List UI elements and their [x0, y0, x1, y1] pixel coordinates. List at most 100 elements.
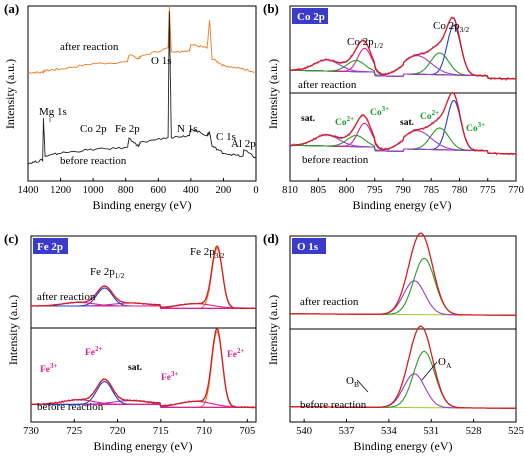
- panel-b-envelope-row-0: [290, 16, 516, 80]
- panel-c-x-ticks: 730 725 720 715 710 705: [23, 419, 255, 437]
- panel-d-tick-label: 531: [423, 426, 439, 437]
- panel-d-title: O 1s: [297, 241, 319, 253]
- panel-a-n1s-label: N 1s: [177, 123, 197, 135]
- panel-c-peak-label-2p32: Fe 2p3/2: [190, 246, 225, 260]
- panel-c-sat-label: sat.: [128, 363, 142, 373]
- panel-d-oa-label-main: O: [438, 356, 446, 368]
- panel-b-tick-label: 800: [339, 185, 355, 196]
- panel-d-label: (d): [263, 231, 279, 246]
- panel-b-peak-label-2p32-main: Co 2p: [433, 20, 460, 32]
- panel-b-envelope-row-1: [290, 91, 516, 155]
- panel-a-c1s-label: C 1s: [216, 131, 236, 143]
- panel-b-tick-label: 810: [282, 185, 298, 196]
- panel-b-sat-label-2: sat.: [400, 118, 414, 128]
- panel-d-ob-label-sub: B: [354, 380, 359, 389]
- panel-c-peak-label-2p12-sub: 1/2: [115, 271, 125, 280]
- panel-d-title-box: [292, 238, 326, 254]
- panel-c-curves: [30, 245, 257, 410]
- panel-a-after-label: after reaction: [60, 41, 119, 53]
- panel-c-peak-label-2p12-main: Fe 2p: [90, 266, 115, 278]
- panel-a-tick-label: 1200: [50, 185, 71, 196]
- panel-a-tick-label: 800: [118, 185, 134, 196]
- panel-b-co2-label-2-main: Co: [420, 112, 432, 122]
- panel-c-fe3-label-1: Fe3+: [40, 362, 58, 375]
- panel-d: (d) O 1s 540 537 534 531 528 525 Binding ener…: [263, 231, 524, 453]
- panel-b-co3-label-1-sup: 3+: [382, 105, 390, 113]
- panel-d-tick-label: 525: [508, 426, 524, 437]
- panel-d-tick-label: 537: [339, 426, 355, 437]
- panel-c-tick-label: 705: [239, 426, 255, 437]
- panel-b-x-axis-label: Binding energy (eV): [352, 198, 451, 212]
- panel-a-tick-label: 1400: [18, 185, 39, 196]
- panel-a-x-axis-label: Binding energy (eV): [92, 198, 191, 212]
- panel-c-fe2-label-2-sup: 2+: [237, 347, 245, 355]
- panel-b-co2-label-1-main: Co: [335, 118, 347, 128]
- panel-a-curves: [27, 5, 257, 165]
- panel-b-co3-label-2: Co3+: [466, 121, 485, 134]
- panel-d-envelope-row-1: [290, 325, 517, 409]
- panel-c-frame: [30, 235, 257, 423]
- panel-c-fe3-label-1-sup: 3+: [50, 362, 58, 370]
- panel-b-co3-label-1-main: Co: [370, 108, 382, 118]
- panel-c-fe2-label-1-sup: 2+: [95, 345, 103, 353]
- panel-c-peak-label-2p12: Fe 2p1/2: [90, 266, 125, 280]
- panel-c-tick-label: 730: [23, 426, 39, 437]
- panel-d-tick-label: 540: [296, 426, 312, 437]
- panel-b-after-label: after reaction: [298, 79, 357, 91]
- panel-b-label: (b): [263, 1, 279, 16]
- panel-b-peak-label-2p32-sub: 3/2: [460, 25, 470, 34]
- panel-b-peak-label-2p12: Co 2p1/2: [347, 36, 383, 50]
- panel-c-fe3-label-2-sup: 3+: [171, 370, 179, 378]
- panel-a-before-label: before reaction: [60, 155, 127, 167]
- panel-b-title: Co 2p: [297, 11, 325, 23]
- panel-a-tick-label: 1000: [83, 185, 104, 196]
- panel-b-y-axis-label: Intensity (a.u.): [266, 59, 280, 129]
- panel-c-fe2-label-2: Fe2+: [227, 347, 245, 360]
- panel-a-tick-label: 600: [150, 185, 166, 196]
- panel-c: (c) Fe 2p 730 725 720 715 710 705 Binding ene…: [4, 231, 257, 453]
- panel-a-mg1s-label: Mg 1s: [39, 106, 67, 118]
- panel-d-oa-label: OA: [438, 356, 452, 370]
- panel-a-al2p-label: Al 2p: [231, 138, 256, 150]
- panel-b-peak-label-2p12-main: Co 2p: [347, 36, 374, 48]
- panel-a-co2p-label: Co 2p: [80, 123, 107, 135]
- panel-c-envelope-row-0: [31, 245, 256, 310]
- panel-b-co2-label-2: Co2+: [420, 109, 439, 122]
- panel-a-o1s-label: O 1s: [151, 55, 171, 67]
- panel-b-before-label: before reaction: [302, 154, 369, 166]
- panel-a-y-axis-label: Intensity (a.u.): [3, 59, 17, 129]
- panel-a-tick-label: 400: [183, 185, 199, 196]
- panel-b: (b) Co 2p 810 805 800 795 790 785 780 775 770 Bi…: [263, 1, 524, 212]
- panel-b-curves: [289, 16, 517, 157]
- panel-c-envelope-row-1: [30, 327, 256, 409]
- panel-c-peak-label-2p32-main: Fe 2p: [190, 246, 215, 258]
- panel-c-y-axis-label: Intensity (a.u.): [6, 295, 20, 365]
- panel-d-y-axis-label: Intensity (a.u.): [266, 295, 280, 365]
- panel-b-tick-label: 770: [508, 185, 524, 196]
- panel-b-co3-label-2-sup: 3+: [478, 121, 486, 129]
- panel-d-ob-label: OB: [346, 375, 359, 389]
- panel-b-co2-label-2-sup: 2+: [432, 109, 440, 117]
- panel-b-tick-label: 780: [452, 185, 468, 196]
- panel-c-after-label: after reaction: [37, 291, 96, 303]
- panel-a-frame: [27, 5, 257, 182]
- panel-d-envelope-row-0: [290, 232, 517, 316]
- panel-d-before-label: before reaction: [300, 399, 367, 411]
- panel-d-after-label: after reaction: [300, 296, 359, 308]
- panel-c-peak-label-2p32-sub: 3/2: [215, 251, 225, 260]
- panel-d-oa-pointer: [421, 361, 438, 381]
- panel-a-series-before: [27, 11, 257, 165]
- panel-c-tick-label: 725: [66, 426, 82, 437]
- panel-c-peak-0-row-1: [31, 330, 256, 408]
- panel-b-co3-label-1: Co3+: [370, 105, 389, 118]
- panel-d-tick-label: 534: [381, 426, 398, 437]
- panel-d-oa-label-sub: A: [446, 361, 452, 370]
- panel-c-fe2-label-2-main: Fe: [227, 350, 237, 360]
- panel-b-tick-label: 795: [367, 185, 383, 196]
- panel-c-fe3-label-2: Fe3+: [161, 370, 179, 383]
- panel-a: (a) 1400 1200 1000 800 600 400 200 0 Binding en…: [3, 1, 259, 212]
- panel-a-x-ticks: 1400 1200 1000 800 600 400 200 0: [18, 178, 259, 196]
- panel-a-label: (a): [4, 1, 19, 16]
- panel-d-raw-row-1: [289, 325, 517, 409]
